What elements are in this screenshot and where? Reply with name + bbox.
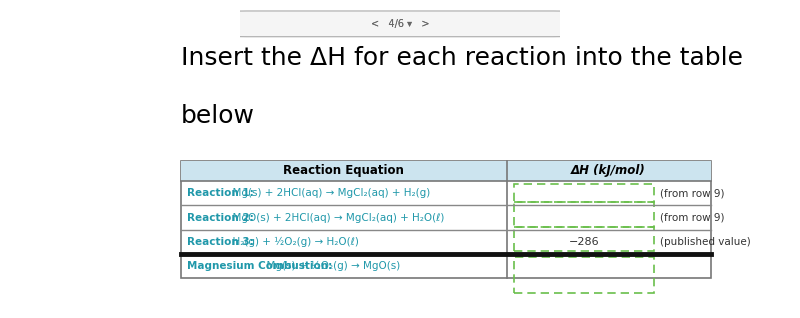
Text: MgO(s) + 2HCl(aq) → MgCl₂(aq) + H₂O(ℓ): MgO(s) + 2HCl(aq) → MgCl₂(aq) + H₂O(ℓ)	[226, 212, 444, 223]
Text: Insert the ΔH for each reaction into the table: Insert the ΔH for each reaction into the…	[181, 45, 742, 70]
Text: Reaction 2:: Reaction 2:	[187, 212, 254, 223]
Text: Mg(s) + 2HCl(aq) → MgCl₂(aq) + H₂(g): Mg(s) + 2HCl(aq) → MgCl₂(aq) + H₂(g)	[226, 188, 430, 198]
Text: <   4/6 ▾   >: < 4/6 ▾ >	[370, 19, 430, 29]
Text: ΔH (kJ/mol): ΔH (kJ/mol)	[571, 164, 646, 177]
Text: (published value): (published value)	[660, 237, 750, 247]
Text: (from row 9): (from row 9)	[660, 188, 724, 198]
Text: <   4/6 ▾   >: < 4/6 ▾ >	[370, 19, 430, 29]
Text: −286: −286	[569, 237, 599, 247]
Bar	[514, 184, 654, 203]
Text: Reaction 1:: Reaction 1:	[187, 188, 254, 198]
Text: Reaction Equation: Reaction Equation	[283, 164, 404, 177]
Text: (from row 9): (from row 9)	[660, 212, 724, 223]
Text: H₂(g) + ½O₂(g) → H₂O(ℓ): H₂(g) + ½O₂(g) → H₂O(ℓ)	[226, 237, 358, 247]
Bar	[514, 203, 654, 227]
Bar	[181, 161, 710, 181]
Text: Magnesium Combustion:: Magnesium Combustion:	[187, 261, 332, 271]
Text: Mg(s) + ½O₂(g) → MgO(s): Mg(s) + ½O₂(g) → MgO(s)	[260, 261, 400, 271]
Text: below: below	[181, 104, 254, 128]
Text: Reaction 3:: Reaction 3:	[187, 237, 254, 247]
FancyBboxPatch shape	[230, 11, 570, 37]
